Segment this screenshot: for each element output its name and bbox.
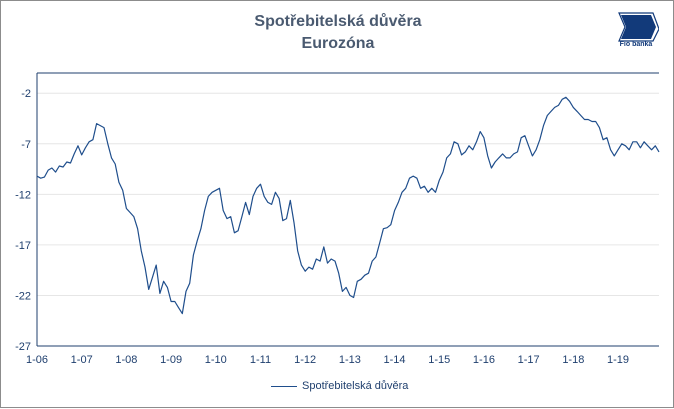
y-tick-label: -2: [21, 88, 31, 100]
y-tick-labels: -2 -7 -12 -17 -22 -27: [15, 88, 31, 353]
x-tick-label: 1-13: [339, 354, 361, 366]
x-tick-label: 1-12: [294, 354, 316, 366]
x-tick-label: 1-16: [473, 354, 495, 366]
x-tick-label: 1-11: [250, 354, 271, 366]
x-tick-label: 1-06: [26, 354, 48, 366]
y-tick-label: -7: [21, 139, 31, 151]
x-tick-label: 1-18: [562, 354, 584, 366]
logo-text: Fio banka: [619, 41, 653, 48]
x-tick-label: 1-17: [518, 354, 540, 366]
title-line-1: Spotřebitelská důvěra: [254, 13, 422, 30]
x-tick-label: 1-14: [384, 354, 406, 366]
y-tick-label: -12: [15, 189, 31, 201]
title-line-2: Eurozóna: [301, 35, 375, 52]
x-tick-labels: 1-06 1-07 1-08 1-09 1-10 1-11 1-12 1-13 1-14 1-15…: [26, 354, 629, 366]
y-tick-label: -17: [15, 240, 31, 252]
gridlines: [37, 92, 659, 296]
legend-swatch: [271, 385, 297, 387]
legend: Spotřebitelská důvěra: [271, 379, 408, 393]
series-line-spotrebitelska-duvera: [36, 96, 660, 315]
series-group: [36, 96, 660, 315]
x-tick-label: 1-07: [71, 354, 93, 366]
x-tick-label: 1-08: [115, 354, 137, 366]
y-tick-label: -22: [15, 290, 31, 302]
y-tick-label: -27: [15, 341, 31, 353]
x-tick-label: 1-15: [428, 354, 450, 366]
legend-label: Spotřebitelská důvěra: [302, 380, 409, 392]
x-tick-label: 1-09: [160, 354, 182, 366]
chart-title: Spotřebitelská důvěra Eurozóna: [1, 11, 674, 55]
x-tick-label: 1-10: [205, 354, 227, 366]
axes: [36, 72, 659, 347]
fio-logo-icon: [618, 12, 659, 42]
x-tick-label: 1-19: [607, 354, 629, 366]
